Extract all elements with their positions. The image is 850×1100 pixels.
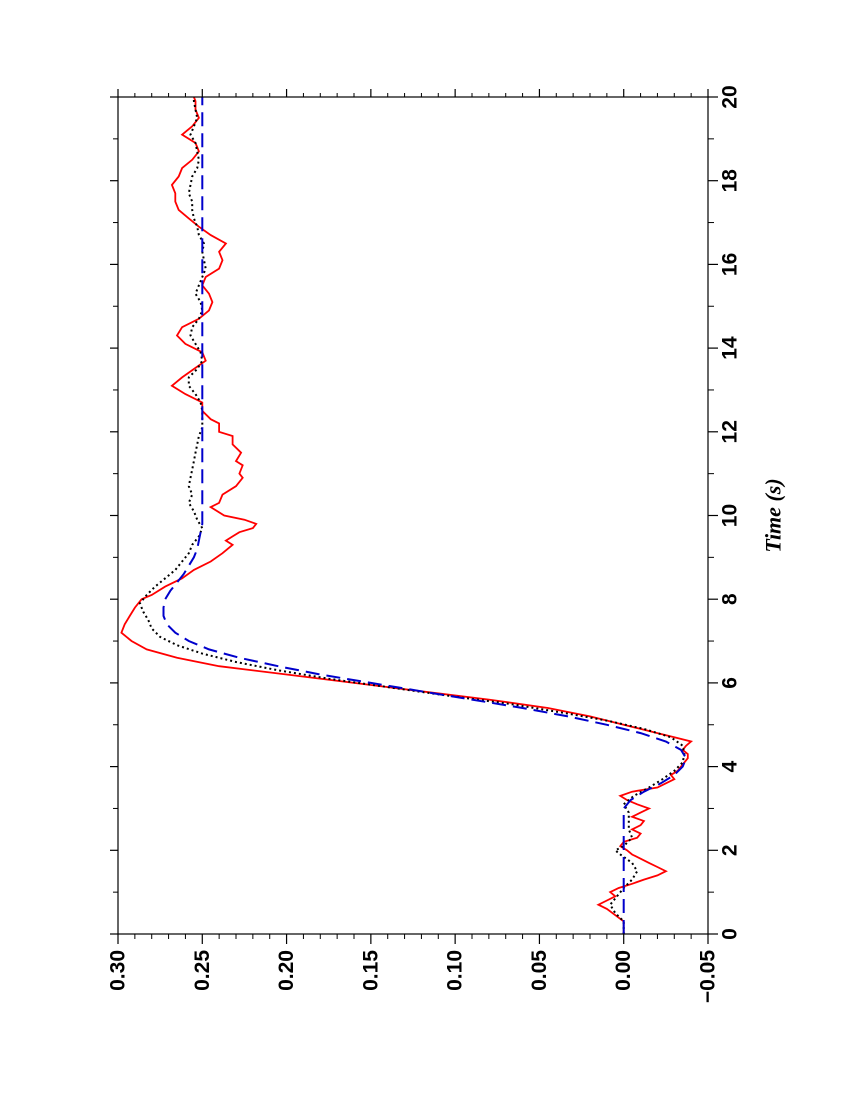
series-line-3: [162, 97, 688, 934]
series-line-2: [138, 97, 686, 934]
series-layer: [120, 97, 694, 934]
x-tick-label: 4: [719, 760, 742, 772]
x-tick-label: 10: [719, 504, 742, 527]
x-tick-label: 0: [719, 928, 742, 940]
y-tick-label: 0.00: [612, 950, 635, 991]
y-tick-label: 0.10: [444, 950, 467, 991]
plot-frame: [117, 96, 709, 935]
x-tick-label: 16: [719, 253, 742, 276]
y-tick-label: 0.15: [359, 950, 382, 991]
x-tick-label: 6: [719, 677, 742, 689]
y-tick-label: −0.05: [697, 950, 720, 1003]
y-tick-label: 0.20: [275, 950, 298, 991]
x-axis-title: Time (s): [761, 478, 786, 552]
ticks-layer: 0 2 4 6 8 10 12 14 16 18 20 −0.05 0.00 0.05 0.10 0.15 0.…: [107, 85, 742, 1003]
x-tick-label: 14: [719, 336, 742, 360]
x-tick-label: 20: [719, 85, 742, 108]
x-tick-label: 12: [719, 420, 742, 443]
y-tick-label: 0.30: [107, 950, 130, 991]
x-tick-label: 2: [719, 844, 742, 856]
x-tick-label: 18: [719, 169, 742, 193]
x-tick-label: 8: [719, 593, 742, 605]
y-tick-label: 0.05: [528, 950, 551, 991]
y-tick-label: 0.25: [191, 950, 214, 991]
series-line-1: [120, 97, 694, 934]
